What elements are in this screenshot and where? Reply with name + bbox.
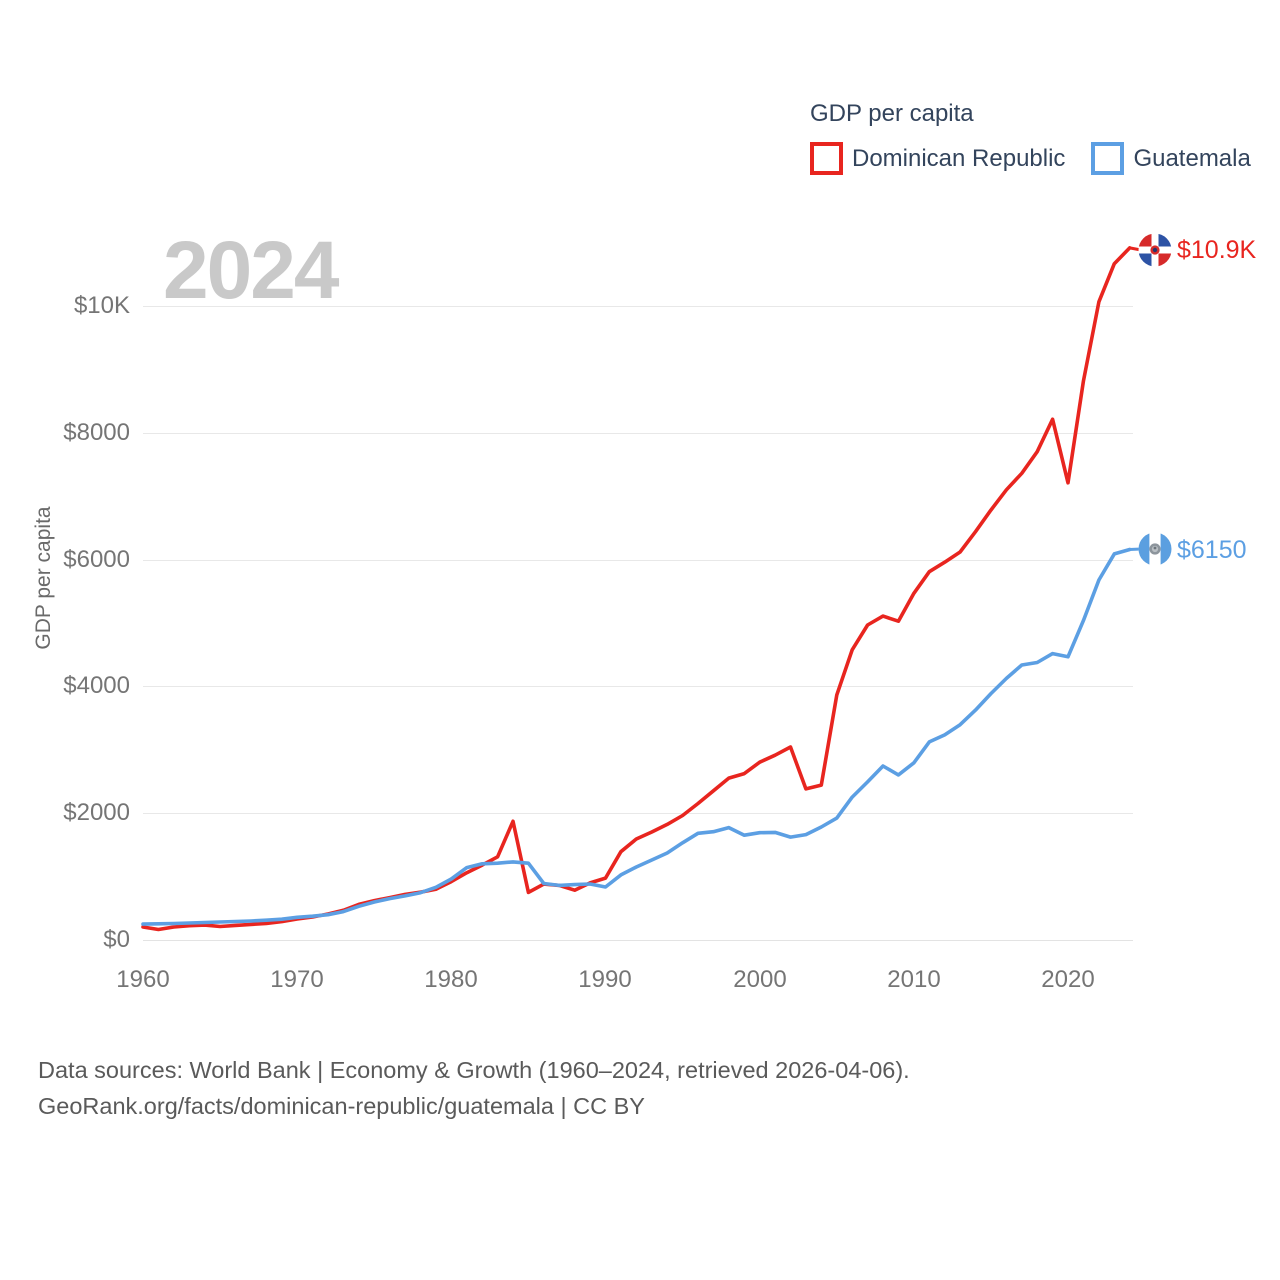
x-tick-label: 2000 (733, 966, 787, 993)
end-value-guatemala: $6150 (1177, 536, 1247, 564)
gridline-10000 (143, 306, 1133, 307)
dominican-republic-flag-icon (1138, 233, 1172, 267)
watermark-year: 2024 (163, 225, 339, 316)
gridline-8000 (143, 433, 1133, 434)
x-tick-label: 1980 (424, 966, 478, 993)
x-tick-label: 1970 (270, 966, 324, 993)
x-tick-label: 1960 (116, 966, 170, 993)
x-tick-label: 2010 (887, 966, 941, 993)
guatemala-flag-icon (1138, 532, 1172, 566)
footer-data-sources: Data sources: World Bank | Economy & Gro… (38, 1057, 910, 1083)
legend-row: Dominican Republic Guatemala (810, 142, 1251, 175)
legend-label: Guatemala (1133, 144, 1251, 172)
end-value-dominican-republic: $10.9K (1177, 236, 1257, 264)
x-tick-label: 1990 (578, 966, 632, 993)
legend-title: GDP per capita (810, 100, 974, 127)
legend-swatch-dominican-republic-icon (810, 142, 843, 175)
legend-item-dominican-republic[interactable]: Dominican Republic (810, 142, 1065, 175)
x-tick-label: 2020 (1041, 966, 1095, 993)
legend-label: Dominican Republic (852, 144, 1066, 172)
legend-swatch-guatemala-icon (1091, 142, 1125, 175)
y-tick-label: $0 (103, 926, 130, 953)
y-tick-label: $6000 (63, 546, 130, 573)
y-tick-label: $2000 (63, 799, 130, 826)
gridline-4000 (143, 686, 1133, 687)
footer-attribution: GeoRank.org/facts/dominican-republic/gua… (38, 1093, 645, 1119)
legend: GDP per capita Dominican Republic Guatem… (810, 100, 1251, 175)
gridline-0 (143, 940, 1133, 941)
gridline-2000 (143, 813, 1133, 814)
series-line-dominican-republic (141, 246, 1132, 932)
series-line-guatemala (141, 547, 1132, 926)
gridline-6000 (143, 560, 1133, 561)
footer: Data sources: World Bank | Economy & Gro… (38, 1052, 910, 1124)
y-tick-label: $10K (73, 292, 130, 319)
legend-item-guatemala[interactable]: Guatemala (1091, 142, 1251, 175)
y-tick-label: $4000 (63, 672, 130, 699)
y-tick-label: $8000 (63, 419, 130, 446)
